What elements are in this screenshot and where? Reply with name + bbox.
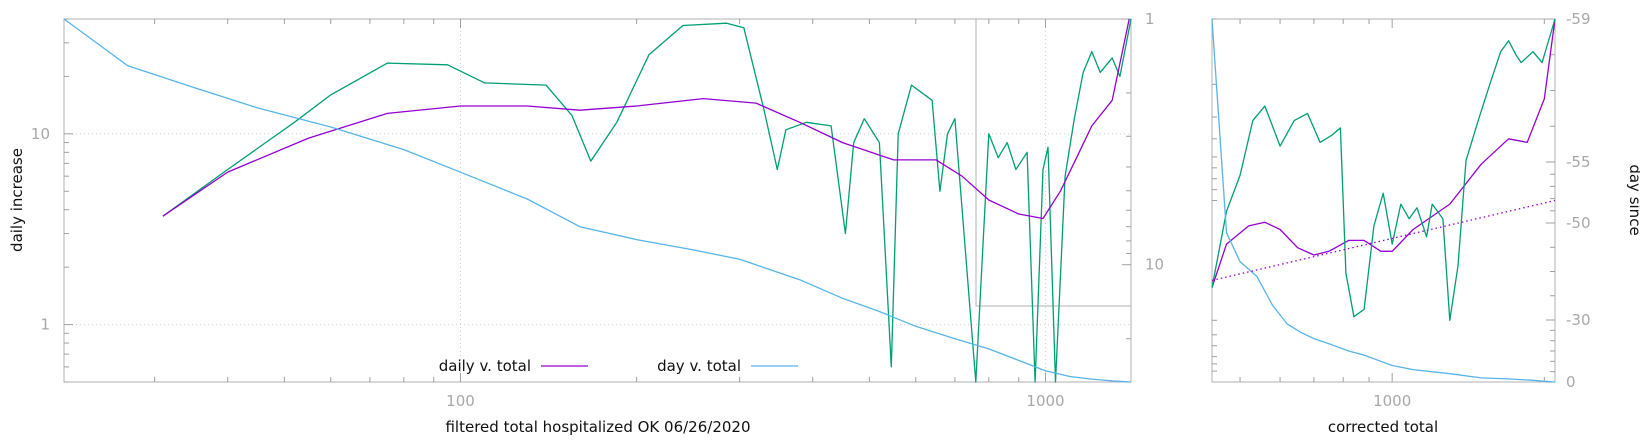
main-x-tick-label-0: 100 <box>446 392 475 410</box>
side-x-tick-label-0: 1000 <box>1373 392 1411 410</box>
legend: daily v. total day v. total <box>439 357 798 375</box>
inset-box <box>975 18 1132 307</box>
side-y2-tick-label-0: -59 <box>1566 10 1591 28</box>
main-y-tick-label-1: 10 <box>31 125 50 143</box>
main-y-axis-label: daily increase <box>8 148 26 252</box>
main-x-tick-label-1: 1000 <box>1026 392 1064 410</box>
side-series-3 <box>1211 199 1556 282</box>
side-y2-tick-label-3: -30 <box>1566 311 1591 329</box>
series-layer <box>63 18 1556 383</box>
side-y2-tick-label-2: -50 <box>1566 214 1591 232</box>
legend-label-0: daily v. total <box>439 357 531 375</box>
side-y2-axis-label: day since <box>1626 164 1640 235</box>
main-series-1 <box>162 18 1132 383</box>
side-series-0 <box>1211 18 1556 288</box>
side-y2-tick-label-1: -55 <box>1566 153 1591 171</box>
side-y2-tick-label-4: 0 <box>1566 373 1576 391</box>
plot-frame-side <box>1211 18 1556 383</box>
tick-layer: 100 1000 1 10 1 10 1000 -59 -55 -50 -30 0 <box>31 10 1591 410</box>
side-series-1 <box>1211 18 1556 321</box>
grid-layer <box>64 19 1131 382</box>
main-series-2 <box>63 18 1132 383</box>
side-series-2 <box>1211 18 1556 383</box>
legend-label-1: day v. total <box>657 357 741 375</box>
side-x-axis-label: corrected total <box>1328 418 1438 436</box>
main-y-tick-label-0: 1 <box>40 316 50 334</box>
main-series-0 <box>162 18 1130 220</box>
main-y2-tick-label-0: 1 <box>1145 10 1155 28</box>
main-y2-tick-label-1: 10 <box>1145 256 1164 274</box>
main-x-axis-label: filtered total hospitalized OK 06/26/202… <box>445 418 750 436</box>
